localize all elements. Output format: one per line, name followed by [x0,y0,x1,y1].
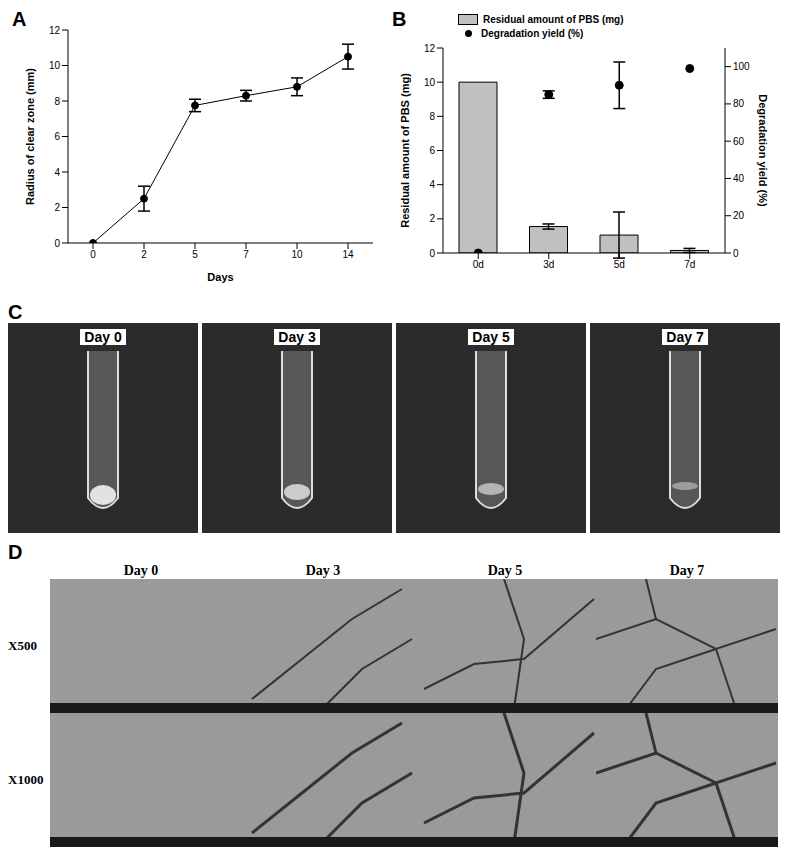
svg-text:40: 40 [733,173,745,184]
svg-text:60: 60 [733,136,745,147]
html-text:Day 3: Day 3 [278,329,316,345]
svg-text:12: 12 [49,25,61,36]
svg-text:0: 0 [733,248,739,259]
html-text:Day 7: Day 7 [669,563,705,578]
svg-text:0d: 0d [473,259,484,270]
svg-text:Days: Days [207,271,233,283]
html-text:C: C [8,301,23,323]
html-text:Day 5: Day 5 [472,329,510,345]
svg-text:12: 12 [424,43,436,54]
html-text:Day 3: Day 3 [305,563,341,578]
svg-text:3d: 3d [543,259,554,270]
svg-text:6: 6 [54,131,60,142]
svg-text:7d: 7d [684,259,695,270]
svg-text:10: 10 [49,60,61,71]
svg-text:5d: 5d [614,259,625,270]
html-text:X500: X500 [8,638,37,653]
svg-text:6: 6 [429,145,435,156]
svg-text:Degradation yield (%): Degradation yield (%) [757,94,769,207]
html-text:X1000: X1000 [8,772,44,787]
svg-text:14: 14 [342,249,354,260]
svg-text:7: 7 [243,249,249,260]
html-text:Day 0: Day 0 [123,563,159,578]
svg-text:8: 8 [54,96,60,107]
svg-text:Radius of clear zone (mm): Radius of clear zone (mm) [24,68,36,205]
svg-text:2: 2 [429,213,435,224]
html-text:Residual amount of PBS (mg): Residual amount of PBS (mg) [483,13,624,25]
html-text:B: B [392,8,407,30]
svg-text:Residual amount of PBS (mg): Residual amount of PBS (mg) [399,73,411,228]
svg-text:8: 8 [429,111,435,122]
svg-text:4: 4 [54,167,60,178]
svg-text:5: 5 [192,249,198,260]
svg-text:2: 2 [141,249,147,260]
html-text:Degradation yield (%): Degradation yield (%) [481,27,584,39]
svg-text:80: 80 [733,98,745,109]
html-text:Day 5: Day 5 [487,563,523,578]
svg-text:0: 0 [429,248,435,259]
svg-text:20: 20 [733,210,745,221]
svg-text:2: 2 [54,202,60,213]
html-text:Day 7: Day 7 [666,329,704,345]
svg-text:10: 10 [291,249,303,260]
html-text:D: D [8,541,23,563]
svg-text:4: 4 [429,179,435,190]
svg-text:10: 10 [424,77,436,88]
svg-text:0: 0 [90,249,96,260]
svg-text:100: 100 [733,61,750,72]
html-text:A: A [12,8,27,30]
svg-text:0: 0 [54,238,60,249]
html-text:Day 0: Day 0 [84,329,122,345]
